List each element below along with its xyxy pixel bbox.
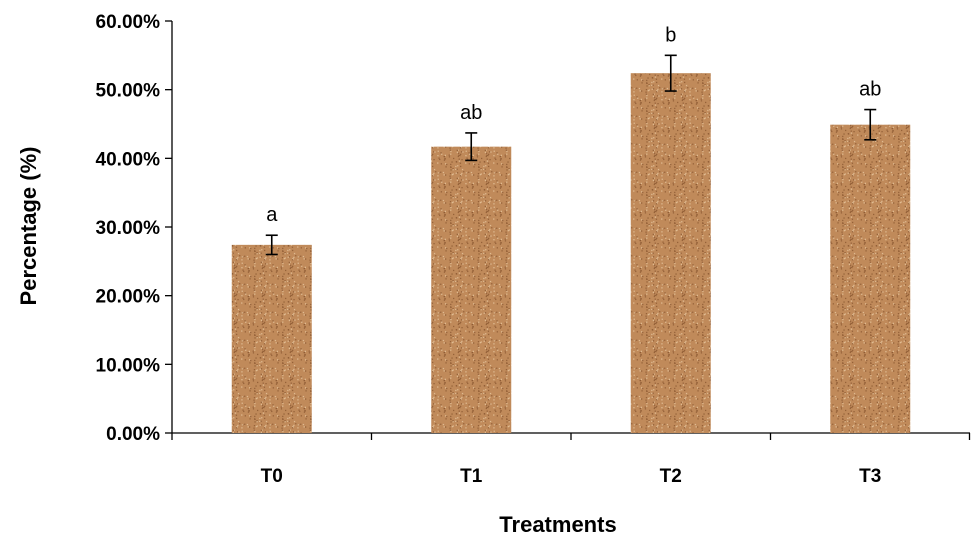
bar-t2 — [630, 73, 711, 433]
error-bars — [265, 54, 877, 256]
bar-t0 — [231, 244, 312, 433]
bar-t1 — [431, 146, 512, 433]
x-axis — [171, 432, 971, 440]
bar-t3 — [830, 124, 911, 433]
error-bar-t1 — [465, 132, 478, 162]
error-bar-t0 — [265, 234, 278, 256]
y-tick-label: 50.00% — [96, 81, 161, 102]
significance-label: ab — [859, 79, 881, 101]
y-tick-label: 30.00% — [96, 218, 161, 239]
significance-labels: a ab b ab — [266, 24, 881, 226]
y-tick-label: 10.00% — [96, 355, 161, 376]
y-tick-label: 20.00% — [96, 287, 161, 308]
x-tick-label: T1 — [460, 466, 483, 487]
y-tick-label: 0.00% — [106, 424, 160, 445]
y-tick-label: 60.00% — [96, 12, 161, 33]
y-axis-title: Percentage (%) — [16, 147, 41, 306]
significance-label: a — [266, 204, 278, 226]
x-axis-title: Treatments — [499, 512, 616, 537]
x-tick-labels: T0 T1 T2 T3 — [261, 466, 882, 487]
y-tick-label: 40.00% — [96, 149, 161, 170]
x-tick-label: T2 — [660, 466, 682, 487]
y-axis: 0.00% 10.00% 20.00% 30.00% 40.00% 50.00% 60.00… — [96, 12, 173, 445]
error-bar-t2 — [664, 54, 677, 92]
x-tick-label: T0 — [261, 466, 283, 487]
x-tick-label: T3 — [859, 466, 881, 487]
bars — [231, 73, 911, 433]
error-bar-t3 — [864, 108, 877, 141]
significance-label: ab — [460, 102, 482, 124]
significance-label: b — [665, 24, 676, 46]
